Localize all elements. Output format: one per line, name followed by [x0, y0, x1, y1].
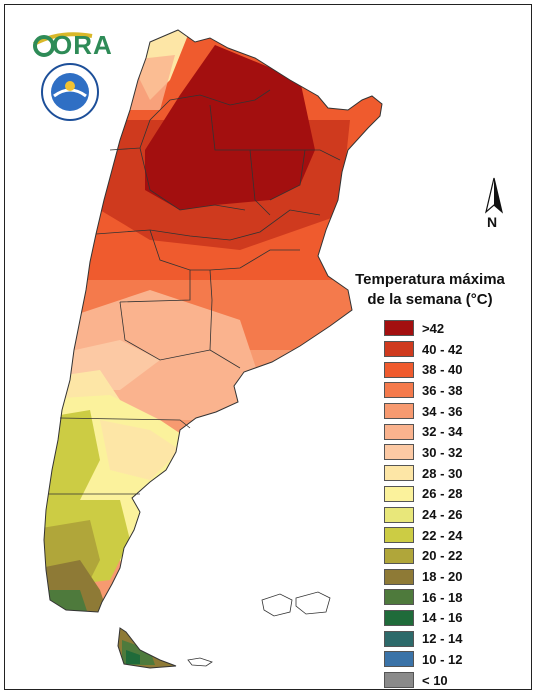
legend-label: 36 - 38 [422, 382, 463, 398]
country-outline [43, 29, 383, 613]
ora-logo-text: ORA [52, 30, 113, 60]
legend-row: 24 - 26 [384, 504, 462, 525]
legend-label: 34 - 36 [422, 403, 463, 419]
legend-swatch [384, 672, 414, 689]
legend-row: 10 - 12 [384, 649, 462, 670]
legend-row: 30 - 32 [384, 442, 462, 463]
legend-row: < 10 [384, 670, 462, 691]
legend-swatch [384, 527, 414, 544]
legend-row: 28 - 30 [384, 463, 462, 484]
legend-swatch [384, 589, 414, 606]
legend-row: 18 - 20 [384, 566, 462, 587]
tierra-del-fuego-outline [117, 627, 177, 669]
legend-label: 40 - 42 [422, 341, 463, 357]
legend-label: 30 - 32 [422, 444, 463, 460]
north-label: N [487, 214, 498, 230]
legend-label: 16 - 18 [422, 589, 463, 605]
legend-row: 40 - 42 [384, 339, 462, 360]
legend-label: 10 - 12 [422, 651, 463, 667]
legend-swatch [384, 630, 414, 647]
legend-row: 38 - 40 [384, 359, 462, 380]
isla-de-los-estados [187, 657, 213, 667]
legend-swatch [384, 547, 414, 564]
legend-row: 34 - 36 [384, 401, 462, 422]
legend-label: 26 - 28 [422, 486, 463, 502]
legend-label: 18 - 20 [422, 569, 463, 585]
legend-swatch [384, 485, 414, 502]
legend-swatch [384, 341, 414, 358]
legend-row: 14 - 16 [384, 608, 462, 629]
legend-row: 22 - 24 [384, 525, 462, 546]
legend-label: 32 - 34 [422, 424, 463, 440]
legend-swatch [384, 361, 414, 378]
legend-swatch [384, 651, 414, 668]
legend-title-line2: de la semana (°C) [367, 291, 493, 308]
smn-seal-icon [41, 63, 99, 121]
legend: >42 40 - 42 38 - 40 36 - 38 34 - 36 32 - 34 30… [384, 318, 462, 690]
legend-label: < 10 [422, 672, 448, 688]
legend-swatch [384, 568, 414, 585]
legend-swatch [384, 465, 414, 482]
legend-swatch [384, 444, 414, 461]
legend-label: 22 - 24 [422, 527, 463, 543]
legend-row: 26 - 28 [384, 484, 462, 505]
legend-label: 20 - 22 [422, 548, 463, 564]
legend-label: 24 - 26 [422, 507, 463, 523]
legend-label: 38 - 40 [422, 362, 463, 378]
legend-label: 28 - 30 [422, 465, 463, 481]
legend-row: 12 - 14 [384, 628, 462, 649]
legend-swatch [384, 382, 414, 399]
legend-row: 32 - 34 [384, 421, 462, 442]
legend-row: 36 - 38 [384, 380, 462, 401]
legend-row: 16 - 18 [384, 587, 462, 608]
malvinas-islands [261, 591, 331, 617]
legend-label: 12 - 14 [422, 631, 463, 647]
legend-title-line1: Temperatura máxima [355, 271, 505, 288]
ora-logo-icon [33, 32, 93, 57]
legend-swatch [384, 506, 414, 523]
legend-swatch [384, 403, 414, 420]
legend-swatch [384, 609, 414, 626]
legend-label: 14 - 16 [422, 610, 463, 626]
legend-label: >42 [422, 320, 445, 336]
legend-title: Temperatura máxima de la semana (°C) [330, 270, 530, 310]
legend-swatch [384, 320, 414, 337]
legend-row: >42 [384, 318, 462, 339]
north-arrow-icon [484, 177, 504, 214]
province-boundaries [48, 89, 341, 495]
legend-swatch [384, 423, 414, 440]
legend-row: 20 - 22 [384, 546, 462, 567]
